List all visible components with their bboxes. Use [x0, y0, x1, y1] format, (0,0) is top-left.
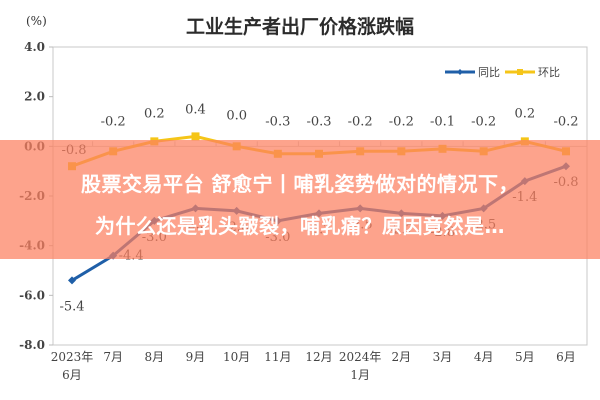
data-label: -5.4: [59, 299, 84, 314]
x-tick-label: 2024年: [339, 350, 382, 364]
data-marker: [191, 132, 200, 141]
data-label: -0.3: [306, 115, 331, 130]
data-label: -0.2: [389, 115, 414, 130]
data-label: 0.2: [144, 107, 165, 122]
legend-marker: [457, 69, 463, 75]
x-tick-label: 10月: [223, 350, 250, 364]
y-tick-label: -8.0: [19, 338, 45, 352]
data-label: -0.2: [553, 115, 578, 130]
x-tick-label: 8月: [145, 350, 165, 364]
data-label: -0.3: [265, 115, 290, 130]
legend-label: 环比: [538, 66, 560, 79]
headline-line-1: 股票交易平台 舒愈宁丨哺乳姿势做对的情况下，: [81, 172, 519, 196]
data-label: -0.2: [101, 115, 126, 130]
data-label: -0.2: [471, 115, 496, 130]
y-tick-label: 2.0: [24, 90, 45, 104]
x-tick-label: 3月: [433, 350, 453, 364]
chart-title: 工业生产者出厂价格涨跌幅: [185, 16, 414, 38]
data-marker: [68, 276, 76, 285]
x-tick-label: 6月: [556, 350, 576, 364]
x-tick-label: 12月: [305, 350, 332, 364]
x-tick-label: 7月: [103, 350, 123, 364]
data-label: 0.2: [514, 107, 535, 122]
x-tick-label: 2023年: [51, 350, 94, 364]
data-label: -0.1: [430, 115, 455, 130]
headline-overlay-banner[interactable]: 股票交易平台 舒愈宁丨哺乳姿势做对的情况下， 为什么还是乳头皲裂，哺乳痛？原因竟…: [0, 140, 600, 259]
x-tick-label: 2月: [392, 350, 412, 364]
x-tick-label: 11月: [264, 350, 291, 364]
x-tick-label: 4月: [474, 350, 494, 364]
x-tick-label: 6月: [62, 368, 82, 382]
data-label: 0.0: [226, 109, 247, 124]
y-tick-label: -6.0: [19, 288, 45, 302]
data-label: -0.2: [348, 115, 373, 130]
legend-label: 同比: [478, 66, 500, 79]
x-tick-label: 1月: [350, 368, 370, 382]
x-tick-label: 9月: [186, 350, 206, 364]
headline-line-2: 为什么还是乳头皲裂，哺乳痛？原因竟然是…: [95, 214, 505, 238]
y-axis-unit-label: (%): [26, 14, 47, 28]
data-label: 0.4: [185, 103, 206, 118]
x-tick-label: 5月: [515, 350, 535, 364]
legend-marker: [517, 69, 523, 75]
y-tick-label: 4.0: [24, 40, 45, 54]
